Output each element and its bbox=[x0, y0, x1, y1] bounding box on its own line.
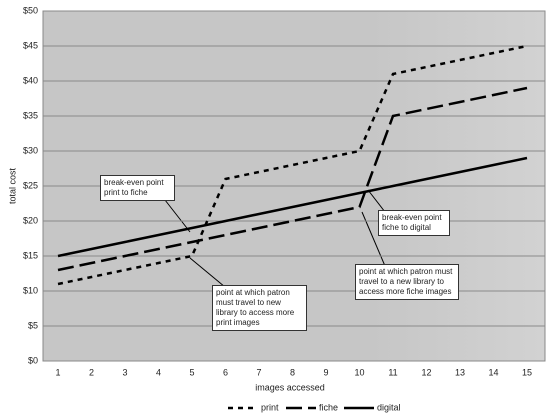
y-tick-label: $0 bbox=[28, 355, 38, 365]
y-tick-label: $30 bbox=[23, 145, 38, 155]
annotation: point at which patron must travel to new… bbox=[212, 285, 307, 331]
y-axis-title: total cost bbox=[7, 167, 17, 204]
y-tick-label: $50 bbox=[23, 5, 38, 15]
x-tick-label: 9 bbox=[323, 367, 328, 377]
y-tick-label: $35 bbox=[23, 110, 38, 120]
x-tick-label: 6 bbox=[223, 367, 228, 377]
x-axis-title: images accessed bbox=[255, 382, 325, 392]
legend-label: digital bbox=[377, 402, 401, 412]
pointer bbox=[367, 189, 386, 213]
y-tick-label: $5 bbox=[28, 320, 38, 330]
series-line bbox=[57, 156, 528, 258]
series-line bbox=[57, 86, 528, 272]
annotation: break-even point fiche to digital bbox=[378, 210, 450, 236]
legend-label: fiche bbox=[319, 402, 338, 412]
x-tick-label: 4 bbox=[156, 367, 161, 377]
x-tick-label: 2 bbox=[89, 367, 94, 377]
y-tick-label: $25 bbox=[23, 180, 38, 190]
y-tick-label: $20 bbox=[23, 215, 38, 225]
x-tick-label: 13 bbox=[455, 367, 465, 377]
annotation: break-even point print to fiche bbox=[100, 175, 175, 201]
x-tick-label: 8 bbox=[290, 367, 295, 377]
pointer bbox=[164, 199, 191, 233]
x-tick-label: 11 bbox=[388, 367, 397, 377]
y-tick-label: $45 bbox=[23, 40, 38, 50]
y-tick-label: $10 bbox=[23, 285, 38, 295]
x-tick-label: 15 bbox=[522, 367, 532, 377]
y-tick-label: $15 bbox=[23, 250, 38, 260]
x-tick-label: 1 bbox=[55, 367, 60, 377]
x-tick-label: 3 bbox=[122, 367, 127, 377]
x-tick-label: 12 bbox=[421, 367, 431, 377]
annotation: point at which patron must travel to a n… bbox=[355, 264, 459, 300]
pointer bbox=[189, 257, 226, 288]
x-tick-label: 10 bbox=[354, 367, 364, 377]
y-tick-label: $40 bbox=[23, 75, 38, 85]
x-tick-label: 7 bbox=[256, 367, 261, 377]
x-tick-label: 5 bbox=[189, 367, 194, 377]
legend-label: print bbox=[261, 402, 279, 412]
x-tick-label: 14 bbox=[488, 367, 498, 377]
